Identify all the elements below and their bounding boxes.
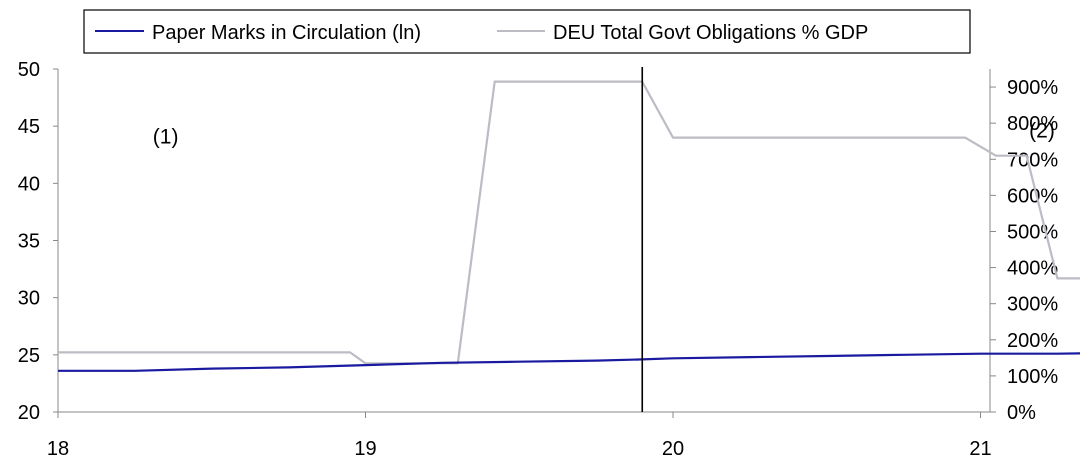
x-tick-label: 18	[47, 438, 69, 460]
right-tick-label: 0%	[1007, 402, 1036, 424]
x-tick-label: 21	[969, 438, 991, 460]
legend-label-paper-marks: Paper Marks in Circulation (ln)	[152, 22, 421, 44]
series-line-paper-marks	[58, 352, 1080, 372]
right-tick-label: 700%	[1007, 149, 1058, 171]
left-tick-label: 35	[18, 231, 40, 253]
right-tick-label: 200%	[1007, 330, 1058, 352]
right-tick-label: 900%	[1007, 77, 1058, 99]
left-tick-label: 40	[18, 173, 40, 195]
legend: Paper Marks in Circulation (ln) DEU Tota…	[83, 9, 971, 54]
right-tick-label: 400%	[1007, 258, 1058, 280]
right-tick-label: 300%	[1007, 294, 1058, 316]
region-label-1: (1)	[153, 125, 179, 148]
left-tick-label: 45	[18, 116, 40, 138]
right-tick-label: 500%	[1007, 221, 1058, 243]
legend-label-govt-obligations: DEU Total Govt Obligations % GDP	[553, 22, 868, 44]
right-tick-label: 800%	[1007, 113, 1058, 135]
left-tick-label: 20	[18, 402, 40, 424]
x-tick-label: 20	[662, 438, 684, 460]
right-tick-label: 100%	[1007, 366, 1058, 388]
right-tick-label: 600%	[1007, 185, 1058, 207]
left-axis-ticks: 20 25 30 35 40 45 50	[18, 59, 58, 424]
region-label-2: (2)	[1029, 120, 1055, 143]
series-layer	[58, 67, 1080, 412]
x-tick-label: 19	[354, 438, 376, 460]
left-tick-label: 30	[18, 288, 40, 310]
right-axis-ticks: 0% 100% 200% 300% 400% 500% 600% 700% 800% 900%	[990, 77, 1058, 424]
left-tick-label: 50	[18, 59, 40, 81]
annotations: (1)(2)Increase of 1.2trillion % from1919…	[153, 120, 1055, 149]
left-tick-label: 25	[18, 345, 40, 367]
x-axis-ticks: 181920212223	[47, 412, 992, 460]
series-line-govt-obligations	[58, 80, 1080, 365]
